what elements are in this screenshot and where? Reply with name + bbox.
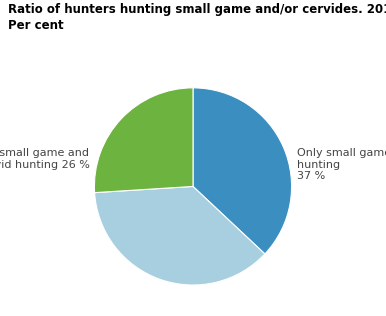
Text: Ratio of hunters hunting small game and/or cervides. 2011/2012.
Per cent: Ratio of hunters hunting small game and/… [8,3,386,32]
Text: Both small game and
cervid hunting 26 %: Both small game and cervid hunting 26 % [0,148,90,170]
Wedge shape [95,88,193,193]
Wedge shape [193,88,291,254]
Text: Only small game
hunting
37 %: Only small game hunting 37 % [296,148,386,181]
Wedge shape [95,186,265,285]
